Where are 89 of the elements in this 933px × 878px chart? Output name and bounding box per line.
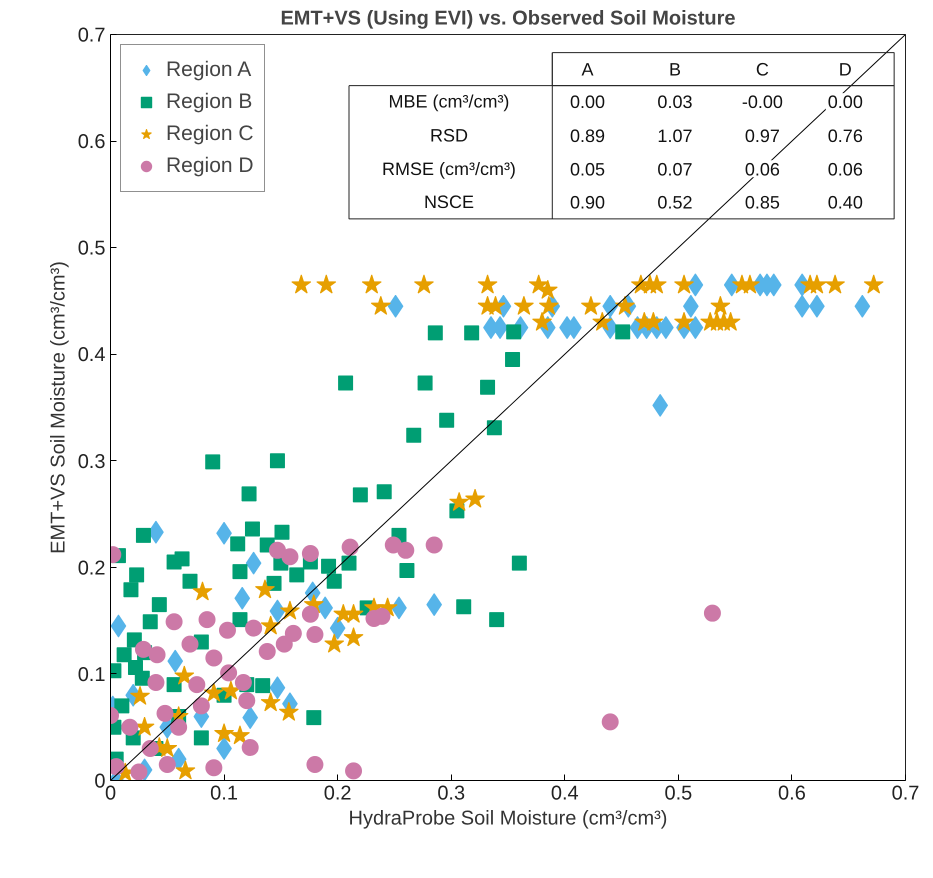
annotation: 1.07: [657, 126, 692, 146]
point: [182, 636, 198, 653]
annotation: 0.90: [570, 192, 606, 212]
legend-label: Region D: [166, 153, 254, 179]
point: [147, 674, 164, 691]
x-tick-label: 0.1: [210, 782, 238, 804]
x-tick-label: 0.5: [664, 782, 692, 804]
x-axis-title: HydraProbe Soil Moisture (cm³/cm³): [348, 808, 668, 830]
point: [142, 740, 159, 758]
point: [158, 756, 176, 773]
point: [242, 706, 258, 730]
x-tick-label: 0.4: [550, 782, 579, 804]
point: [198, 611, 216, 628]
y-tick-label: 0.4: [78, 344, 106, 366]
point: [284, 624, 302, 642]
y-tick-label: 0.2: [78, 557, 106, 580]
point: [238, 692, 256, 710]
legend-label: Region C: [166, 121, 254, 147]
point: [234, 674, 252, 691]
annotation: 0.03: [657, 92, 692, 112]
point: [121, 718, 138, 736]
annotation: 0.40: [828, 192, 863, 212]
point: [192, 697, 210, 714]
annotation: RMSE (cm³/cm³): [382, 158, 516, 179]
point: [704, 604, 721, 622]
point: [397, 542, 414, 559]
annotation: 0.85: [744, 192, 780, 212]
point: [306, 626, 324, 643]
chart-title: EMT+VS (Using EVI) vs. Observed Soil Moisture: [280, 8, 736, 30]
point: [281, 548, 298, 566]
x-tick-label: 0.7: [892, 782, 920, 804]
point: [345, 762, 362, 780]
point: [302, 606, 319, 623]
annotation: 0.89: [570, 126, 606, 146]
point: [302, 545, 319, 562]
point: [242, 738, 259, 756]
y-axis-title: EMT+VS Soil Moisture (cm³/cm³): [48, 261, 70, 554]
point: [218, 622, 236, 639]
x-tick-label: 0.3: [437, 782, 466, 804]
annotation: 0.00: [828, 92, 863, 112]
annotation: C: [756, 60, 769, 80]
point: [384, 536, 402, 554]
point: [306, 756, 324, 773]
point: [245, 620, 262, 637]
annotation: D: [838, 60, 852, 80]
annotation: NSCE: [424, 192, 474, 212]
point: [148, 646, 166, 664]
point: [234, 586, 250, 610]
y-tick-label: 0.1: [78, 664, 106, 686]
annotation: 0.06: [828, 159, 863, 180]
point: [652, 394, 668, 417]
annotation: 0.07: [657, 159, 692, 180]
x-tick-label: 0.2: [324, 782, 352, 804]
legend-label: Region A: [166, 57, 252, 83]
annotation: MBE (cm³/cm³): [388, 92, 510, 112]
point: [205, 649, 222, 666]
point: [602, 713, 619, 730]
annotation: 0.76: [828, 126, 863, 146]
point: [268, 542, 286, 559]
y-tick-label: 0.3: [78, 450, 106, 473]
y-tick-label: 0.7: [78, 24, 106, 46]
point: [205, 759, 222, 776]
point: [342, 538, 359, 556]
point: [134, 640, 152, 658]
annotation: 0.97: [744, 126, 780, 146]
x-tick-label: 0.6: [778, 782, 806, 804]
point: [276, 636, 293, 653]
point: [170, 718, 188, 736]
y-tick-label: 0.6: [78, 131, 106, 154]
point: [426, 593, 442, 616]
point: [166, 613, 183, 630]
annotation: RSD: [430, 126, 468, 146]
point: [258, 643, 276, 660]
legend-label: Region B: [166, 89, 252, 115]
annotation: B: [668, 60, 681, 80]
annotation: 0.05: [570, 159, 606, 180]
point: [167, 650, 184, 673]
annotation: 0.06: [744, 159, 780, 180]
point: [220, 664, 238, 682]
point: [188, 676, 206, 694]
point: [130, 763, 148, 780]
y-tick-label: 0.5: [78, 238, 106, 260]
annotation: 0.52: [657, 192, 692, 212]
point: [156, 704, 174, 722]
annotation: A: [581, 60, 594, 80]
annotation: -0.00: [742, 92, 783, 112]
point: [602, 294, 618, 318]
point: [426, 536, 443, 554]
annotation: 0.00: [570, 92, 606, 112]
